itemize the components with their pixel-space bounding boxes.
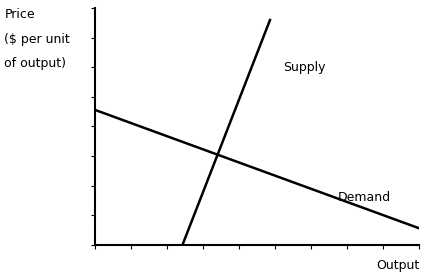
Text: Supply: Supply <box>283 61 325 74</box>
Text: Price: Price <box>4 8 35 21</box>
Text: ($ per unit: ($ per unit <box>4 33 70 46</box>
Text: of output): of output) <box>4 57 67 70</box>
Text: Output: Output <box>376 259 419 272</box>
Text: Demand: Demand <box>338 191 391 204</box>
